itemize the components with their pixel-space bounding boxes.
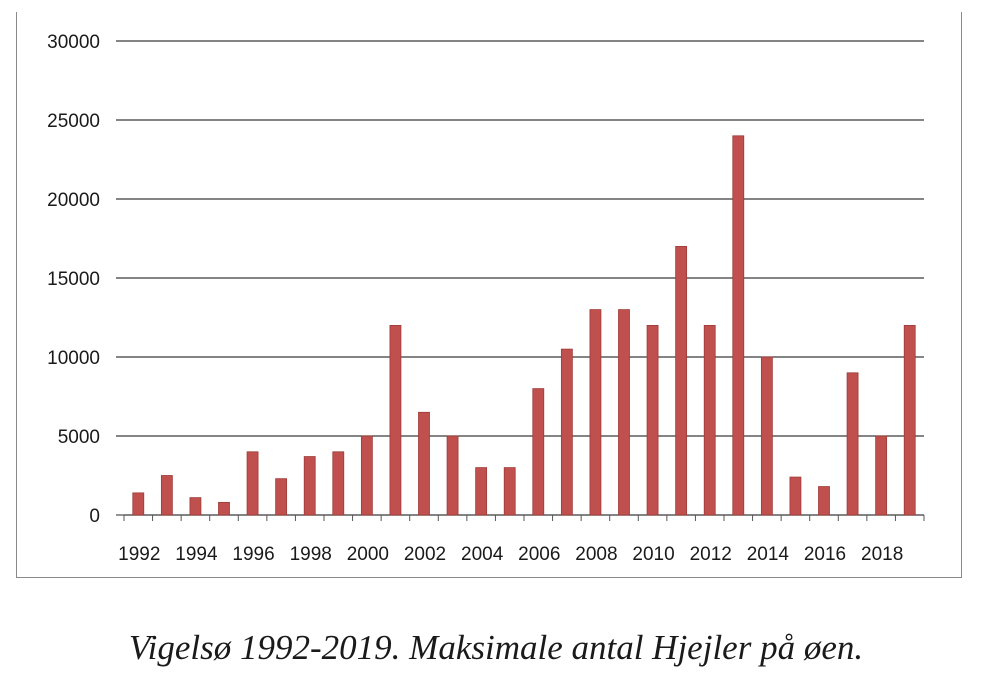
x-axis-ticks: 1992 1994 1996 1998 2000 2002 2004 2006 2008 2010… bbox=[118, 544, 903, 565]
bar-2001 bbox=[389, 324, 402, 516]
bar-1993 bbox=[160, 475, 173, 516]
y-tick-label: 25000 bbox=[47, 111, 100, 132]
x-tick-label: 1994 bbox=[175, 544, 218, 565]
bar-1999 bbox=[332, 451, 345, 516]
x-tick-label: 2012 bbox=[690, 544, 732, 565]
bar-2004 bbox=[475, 467, 488, 516]
y-tick-label: 15000 bbox=[47, 269, 100, 290]
bar-2018 bbox=[875, 435, 888, 516]
bar-1994 bbox=[189, 497, 202, 516]
bar-2003 bbox=[446, 435, 459, 516]
x-tick-label: 2004 bbox=[461, 544, 504, 565]
bar-2011 bbox=[675, 245, 688, 516]
bar-2006 bbox=[532, 388, 545, 516]
bar-2012 bbox=[703, 324, 716, 516]
bar-2013 bbox=[732, 135, 745, 516]
bar-2016 bbox=[818, 486, 830, 516]
bar-1998 bbox=[303, 456, 316, 516]
bar-2014 bbox=[760, 356, 773, 516]
bar-2009 bbox=[618, 309, 630, 516]
bar-2000 bbox=[360, 435, 373, 516]
x-tick-label: 2010 bbox=[632, 544, 674, 565]
x-tick-label: 2014 bbox=[747, 544, 790, 565]
bar-1992 bbox=[132, 492, 145, 516]
bar-2010 bbox=[646, 324, 659, 516]
y-tick-label: 30000 bbox=[47, 32, 100, 53]
x-tick-label: 2008 bbox=[575, 544, 617, 565]
x-tick-label: 2002 bbox=[404, 544, 446, 565]
bar-2007 bbox=[560, 348, 573, 516]
y-tick-label: 0 bbox=[89, 506, 100, 527]
chart-caption: Vigelsø 1992-2019. Maksimale antal Hjejl… bbox=[128, 628, 864, 667]
x-tick-label: 2006 bbox=[518, 544, 560, 565]
bar-1995 bbox=[218, 501, 230, 516]
y-tick-label: 10000 bbox=[47, 348, 100, 369]
bar-1996 bbox=[246, 451, 259, 516]
bar-2002 bbox=[418, 411, 430, 516]
y-tick-label: 5000 bbox=[58, 427, 100, 448]
bar-2017 bbox=[846, 372, 859, 516]
x-tick-label: 1996 bbox=[232, 544, 274, 565]
bars bbox=[132, 135, 916, 516]
x-tick-label: 1998 bbox=[290, 544, 332, 565]
chart-frame bbox=[16, 12, 962, 578]
bar-2015 bbox=[789, 476, 802, 516]
bar-1997 bbox=[275, 478, 288, 516]
gridlines bbox=[116, 40, 925, 521]
x-tick-label: 1992 bbox=[118, 544, 160, 565]
x-tick-label: 2000 bbox=[347, 544, 389, 565]
x-tick-label: 2018 bbox=[861, 544, 903, 565]
bar-2019 bbox=[903, 324, 916, 516]
y-tick-label: 20000 bbox=[47, 190, 100, 211]
x-tick-label: 2016 bbox=[804, 544, 846, 565]
y-axis-ticks: 0 5000 10000 15000 20000 25000 30000 bbox=[47, 32, 100, 527]
bar-2005 bbox=[503, 467, 516, 516]
bar-2008 bbox=[589, 309, 602, 516]
